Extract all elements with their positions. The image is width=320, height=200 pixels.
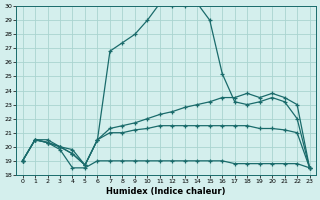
X-axis label: Humidex (Indice chaleur): Humidex (Indice chaleur) [106, 187, 226, 196]
